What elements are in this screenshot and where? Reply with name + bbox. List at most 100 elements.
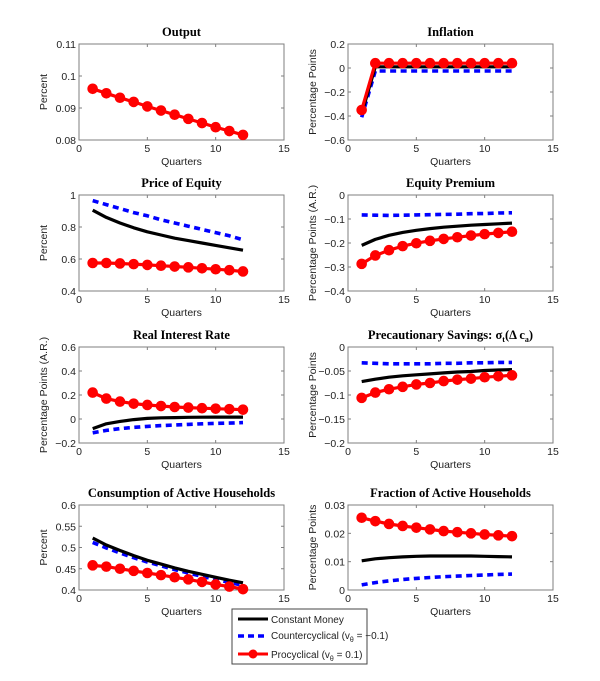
chart-title: Inflation xyxy=(427,25,474,39)
y-axis-label: Percentage Points xyxy=(307,49,319,135)
data-point-procyclical xyxy=(493,57,504,69)
series-line-constant-money xyxy=(91,208,244,252)
data-point-procyclical xyxy=(411,379,422,390)
chart-panel-4: 0 5 10 15 −0.4 −0.3 −0.2 −0.1 0 Quarters Percentag… xyxy=(307,176,559,319)
data-point-procyclical xyxy=(169,261,180,272)
data-point-procyclical xyxy=(155,105,167,116)
chart-title: Real Interest Rate xyxy=(133,328,230,342)
data-point-procyclical xyxy=(114,396,126,407)
x-axis-label: Quarters xyxy=(161,606,202,618)
y-tick-label: 0.2 xyxy=(61,390,76,402)
series-line-countercyclical xyxy=(361,211,513,218)
x-axis-label: Quarters xyxy=(430,307,471,319)
y-tick-label: −0.3 xyxy=(324,262,345,274)
y-tick-label: −0.4 xyxy=(324,111,345,123)
y-tick-label: −0.1 xyxy=(324,214,345,226)
data-point-procyclical xyxy=(411,522,422,533)
data-point-procyclical xyxy=(237,129,249,141)
data-point-procyclical xyxy=(183,262,194,273)
data-point-procyclical xyxy=(370,515,381,527)
plot-area xyxy=(347,43,554,141)
chart-title-part: ) xyxy=(529,328,533,342)
y-tick-label: 0.08 xyxy=(56,135,77,147)
data-point-procyclical xyxy=(397,381,408,393)
data-point-procyclical xyxy=(370,57,381,69)
data-point-procyclical xyxy=(224,581,235,592)
x-tick-label: 0 xyxy=(76,446,82,458)
y-tick-label: 0.55 xyxy=(56,521,77,533)
y-axis-label: Percent xyxy=(38,529,50,565)
series-line-constant-money xyxy=(361,554,513,563)
y-tick-label: 0 xyxy=(339,342,345,354)
data-point-procyclical xyxy=(224,264,235,276)
y-tick-label: −0.2 xyxy=(324,238,345,250)
data-point-procyclical xyxy=(101,561,112,572)
data-point-procyclical xyxy=(87,83,98,95)
chart-title: Output xyxy=(162,25,202,39)
plot-area xyxy=(78,194,285,292)
chart-panel-2: 0 5 10 15 −0.6 −0.4 −0.2 0 0.2 Quarters Percentage… xyxy=(307,25,559,168)
plot-area xyxy=(78,43,285,141)
data-point-procyclical xyxy=(479,529,490,540)
x-tick-label: 0 xyxy=(345,446,351,458)
data-point-procyclical xyxy=(383,244,395,256)
data-point-procyclical xyxy=(479,228,490,240)
data-point-procyclical xyxy=(237,404,249,415)
y-tick-label: 0.11 xyxy=(56,39,76,51)
x-tick-label: 15 xyxy=(547,294,559,306)
x-tick-label: 5 xyxy=(413,294,419,306)
data-point-procyclical xyxy=(356,512,367,524)
data-point-procyclical xyxy=(506,57,518,69)
data-point-procyclical xyxy=(237,266,249,277)
data-point-procyclical xyxy=(210,403,221,414)
x-tick-label: 0 xyxy=(345,294,351,306)
data-point-procyclical xyxy=(506,370,518,381)
x-tick-label: 15 xyxy=(547,446,559,458)
y-tick-label: 0.1 xyxy=(61,71,76,83)
data-point-procyclical xyxy=(101,393,112,404)
y-tick-label: −0.15 xyxy=(318,414,345,426)
y-axis-label: Percent xyxy=(38,225,50,261)
data-point-procyclical xyxy=(356,258,367,270)
data-point-procyclical xyxy=(128,96,139,108)
data-point-procyclical xyxy=(237,583,249,595)
series-line-constant-money xyxy=(92,415,243,431)
data-point-procyclical xyxy=(87,560,98,571)
data-point-procyclical xyxy=(465,230,477,241)
x-tick-label: 15 xyxy=(278,446,290,458)
x-tick-label: 10 xyxy=(479,294,491,306)
data-point-procyclical xyxy=(465,57,477,69)
data-point-procyclical xyxy=(101,257,112,269)
y-tick-label: 0.6 xyxy=(61,500,76,512)
data-point-procyclical xyxy=(128,258,139,270)
x-tick-label: 0 xyxy=(76,294,82,306)
data-point-procyclical xyxy=(479,57,490,69)
data-point-procyclical xyxy=(128,398,139,409)
series-line-countercyclical xyxy=(359,69,512,118)
data-point-procyclical xyxy=(438,525,449,537)
y-axis-label: Percentage Points xyxy=(307,352,319,438)
x-tick-label: 5 xyxy=(413,446,419,458)
series-line-constant-money xyxy=(361,368,513,384)
data-point-procyclical xyxy=(370,250,381,261)
legend-marker-procyclical xyxy=(248,649,258,659)
y-tick-label: −0.1 xyxy=(324,390,345,402)
data-point-procyclical xyxy=(438,233,449,245)
x-tick-label: 0 xyxy=(76,593,82,605)
data-point-procyclical xyxy=(87,257,98,269)
x-tick-label: 15 xyxy=(278,593,290,605)
x-axis-label: Quarters xyxy=(161,307,202,319)
chart-title-part: (Δ c xyxy=(505,328,525,342)
data-point-procyclical xyxy=(183,402,194,413)
chart-title-part: t xyxy=(502,335,505,344)
data-point-procyclical xyxy=(128,565,139,577)
y-tick-label: 0.4 xyxy=(61,366,76,378)
data-point-procyclical xyxy=(479,371,490,383)
data-point-procyclical xyxy=(196,262,208,274)
data-point-procyclical xyxy=(155,400,167,412)
x-tick-label: 10 xyxy=(210,593,222,605)
x-tick-label: 15 xyxy=(547,593,559,605)
x-tick-label: 0 xyxy=(76,143,82,155)
